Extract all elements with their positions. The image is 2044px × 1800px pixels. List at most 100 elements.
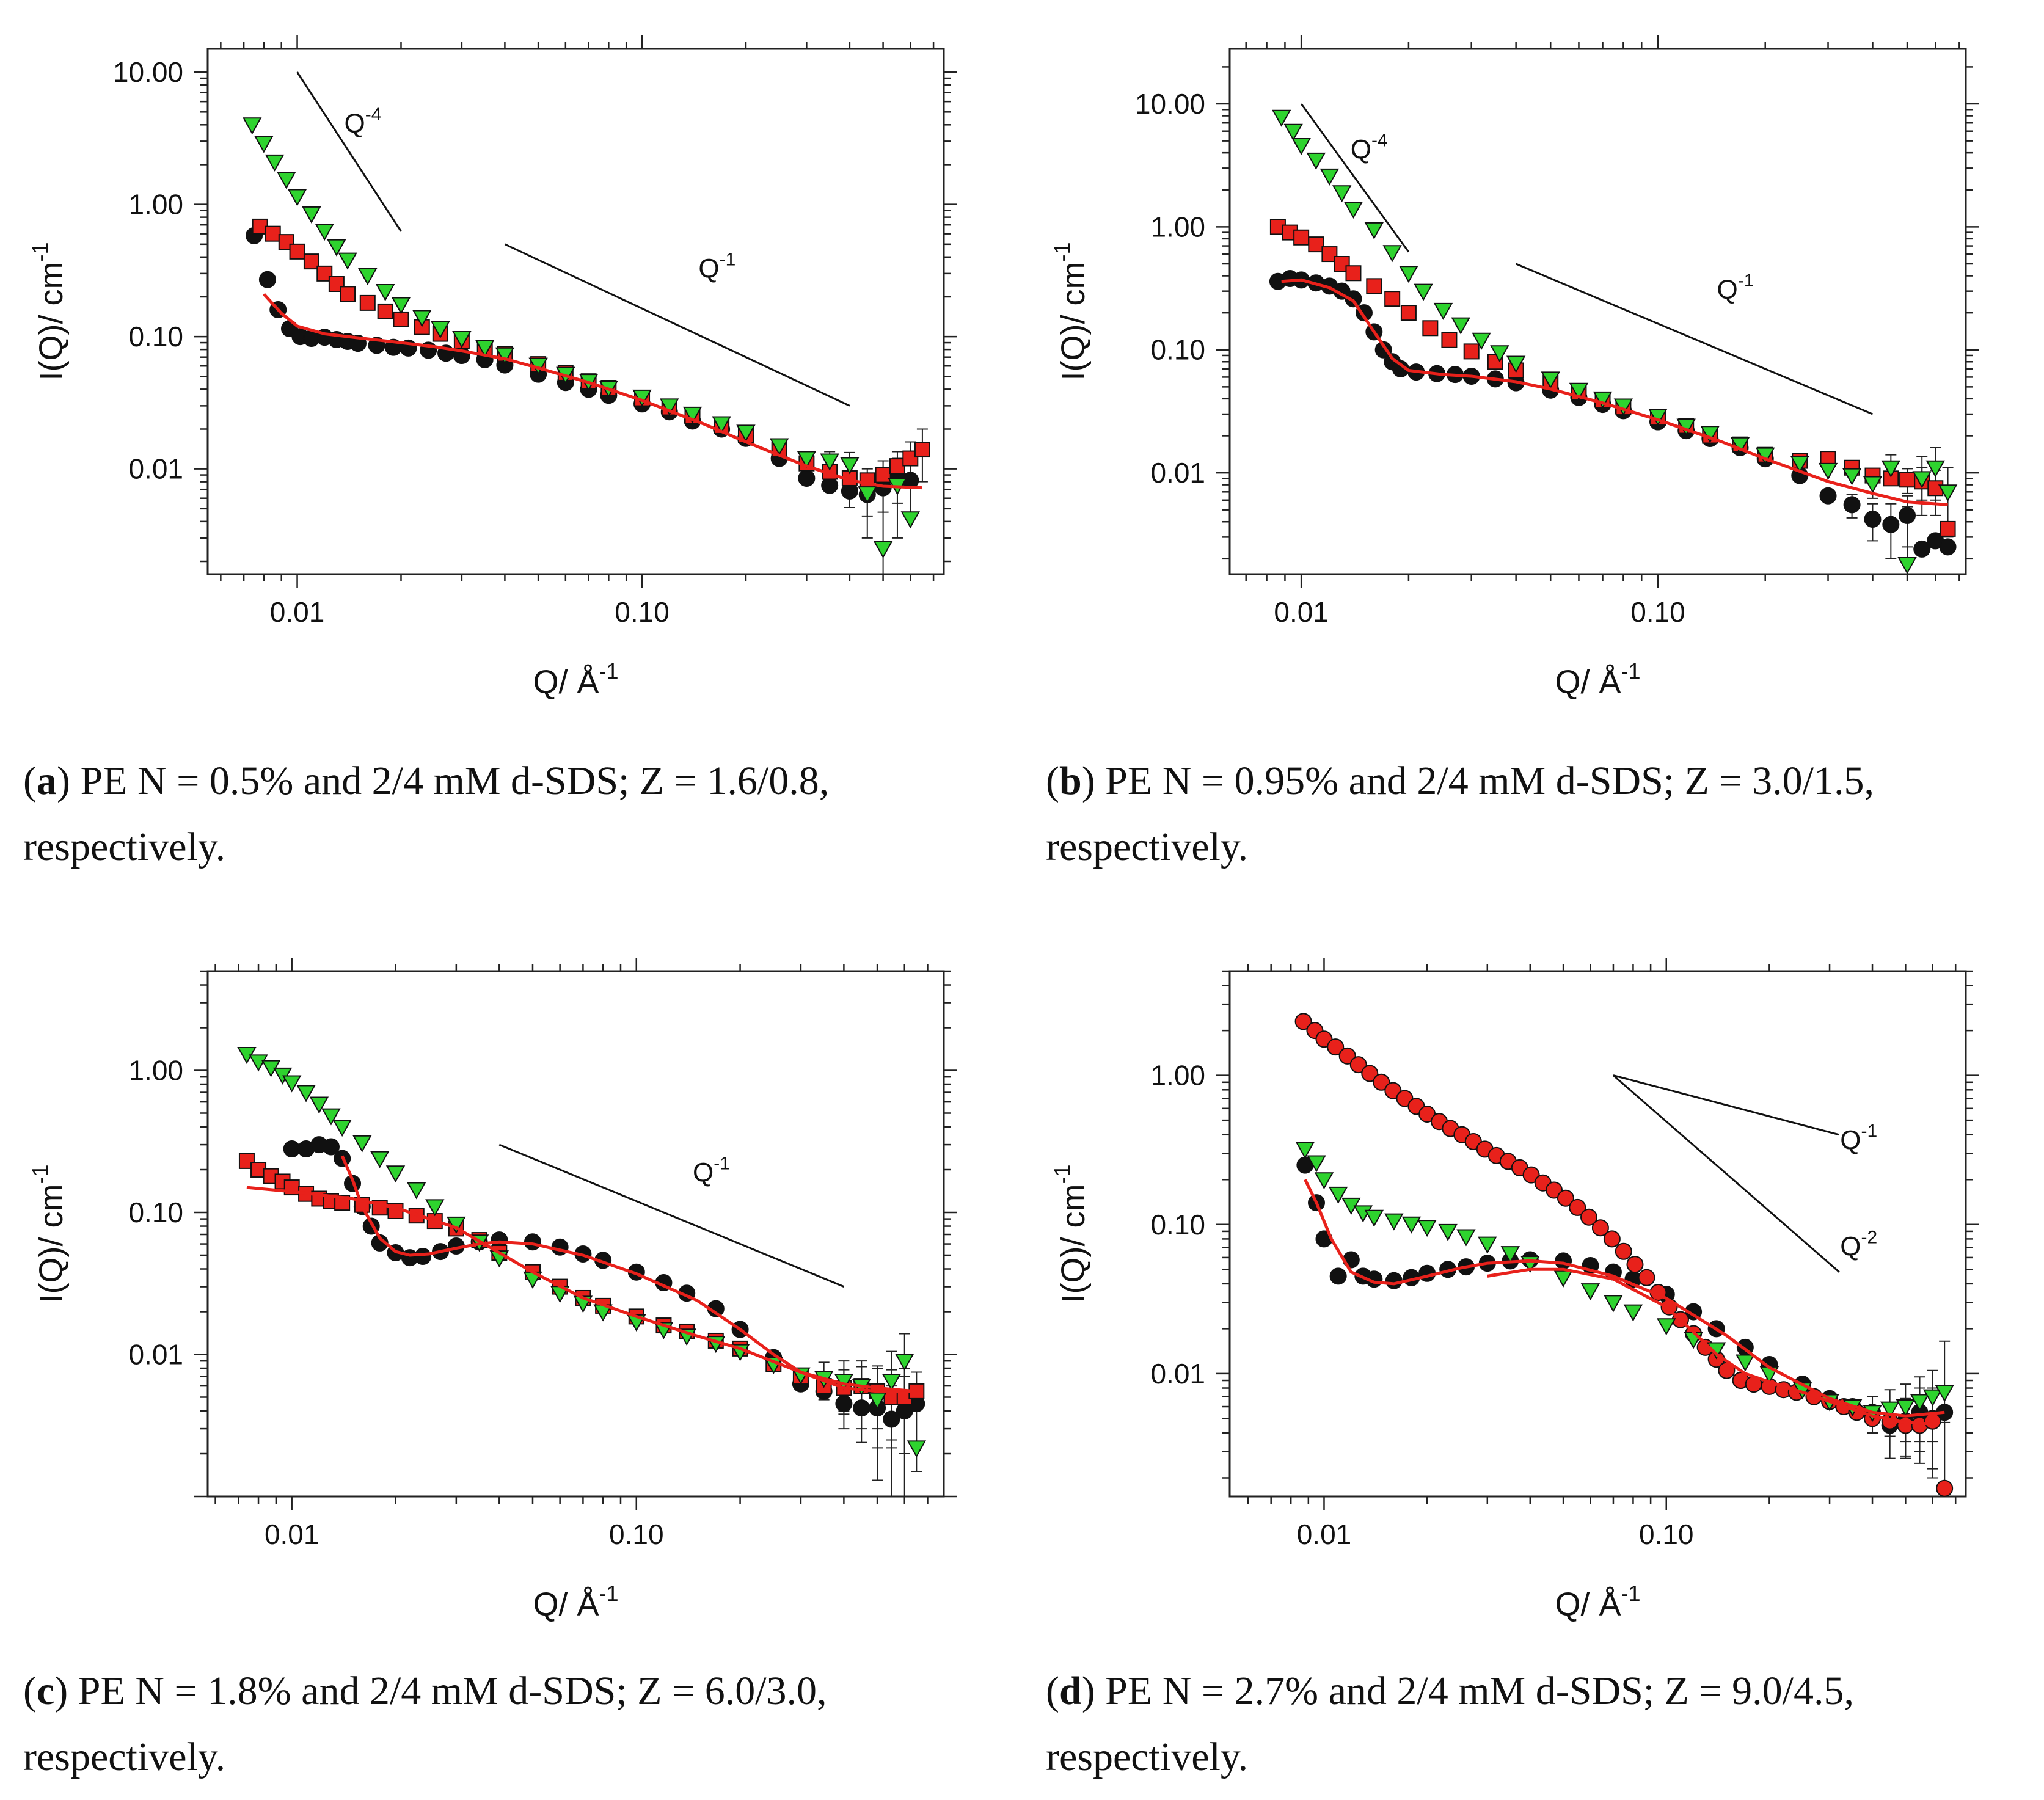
data-point <box>1308 236 1324 253</box>
caption-b: (b) PE N = 0.95% and 2/4 mM d-SDS; Z = 3… <box>1046 759 1874 869</box>
caption-c-letter: c <box>36 1669 55 1713</box>
data-point <box>1373 1073 1390 1091</box>
data-point <box>1385 1272 1403 1289</box>
x-axis-label: Q/ Å-1 <box>1555 658 1640 701</box>
data-point <box>1328 1186 1348 1204</box>
data-point <box>1819 487 1837 505</box>
chart-c: 0.01 0.10 0.01 0.10 1.00 Q/ Å-1 I(Q)/ cm-1 Q-1 <box>27 958 957 1623</box>
data-point <box>821 476 839 494</box>
chart-a: 0.01 0.10 0.01 0.10 1.00 10.00 Q/ Å-1 I(Q)/ cm-… <box>27 35 957 701</box>
x-tick-label: 0.01 <box>1297 1518 1352 1550</box>
data-point <box>840 457 860 475</box>
y-axis-label: I(Q)/ cm-1 <box>1049 1165 1092 1303</box>
data-point <box>895 1354 914 1371</box>
caption-d-letter: d <box>1059 1669 1082 1713</box>
data-point <box>283 1140 301 1158</box>
data-point <box>282 1075 302 1093</box>
y-axis-label-group: I(Q)/ cm-1 <box>27 1165 70 1303</box>
data-point <box>1913 540 1931 558</box>
data-point <box>425 1199 445 1217</box>
y-axis-label-sup: -1 <box>27 1165 53 1184</box>
x-tick-label: 0.10 <box>615 596 670 628</box>
data-point <box>1441 332 1458 348</box>
reference-label: Q-1 <box>1840 1121 1877 1155</box>
data-point <box>377 303 393 319</box>
reference-line <box>504 243 850 407</box>
x-axis-label: Q/ Å-1 <box>533 658 618 701</box>
data-point <box>1897 557 1917 575</box>
plot-frame <box>1228 48 1967 575</box>
data-point <box>1880 1401 1900 1419</box>
reference-label: Q-4 <box>345 104 382 139</box>
data-point <box>1555 1252 1572 1270</box>
data-point <box>1293 229 1310 246</box>
data-point <box>1553 1270 1573 1288</box>
data-point <box>1626 1256 1644 1273</box>
data-point <box>1896 1399 1916 1417</box>
data-point <box>1349 1056 1367 1074</box>
data-point <box>332 1120 352 1137</box>
data-point <box>1451 317 1470 335</box>
axis-ticks <box>1216 35 1979 588</box>
reference-line <box>1613 1074 1840 1136</box>
data-point <box>287 189 307 206</box>
reference-label-sup: -1 <box>1738 271 1754 291</box>
x-tick-label: 0.10 <box>1639 1518 1694 1550</box>
data-point <box>873 541 893 559</box>
series-3 <box>1295 1142 1954 1423</box>
data-point <box>303 253 319 270</box>
data-point <box>258 271 276 288</box>
data-point <box>875 467 891 483</box>
data-point <box>1897 1416 1914 1434</box>
y-tick-label: 1.00 <box>1150 1060 1205 1091</box>
data-point <box>1843 496 1861 514</box>
data-point <box>1329 1267 1347 1285</box>
plot-frame <box>206 48 945 575</box>
data-point <box>254 136 274 153</box>
data-point <box>1700 426 1720 443</box>
data-point <box>414 1248 432 1266</box>
data-point <box>1361 1065 1379 1082</box>
data-point <box>1399 266 1418 283</box>
reference-line <box>498 1143 844 1288</box>
data-point <box>1283 123 1303 141</box>
data-point <box>352 1135 372 1153</box>
data-point <box>1463 343 1480 360</box>
series-2 <box>238 1153 925 1405</box>
data-point <box>1384 291 1401 307</box>
reference-line <box>1612 1074 1840 1273</box>
x-axis-label-sup: -1 <box>1621 658 1641 683</box>
y-tick-label: 0.01 <box>128 1339 183 1371</box>
data-point <box>393 311 409 327</box>
data-point <box>1790 456 1810 473</box>
data-point <box>736 424 756 442</box>
data-point <box>1591 1219 1609 1237</box>
reference-label: Q-4 <box>1351 130 1388 164</box>
y-tick-label: 0.01 <box>1150 1358 1205 1390</box>
data-point <box>682 406 703 424</box>
data-point <box>858 486 877 504</box>
data-point <box>1818 462 1838 480</box>
data-point <box>1580 1208 1597 1226</box>
reference-label-sup: -1 <box>714 1153 730 1173</box>
y-axis-label-group: I(Q)/ cm-1 <box>1049 242 1092 381</box>
data-point <box>407 1182 426 1200</box>
caption-c-text: ) PE N = 1.8% and 2/4 mM d-SDS; Z = 6.0/… <box>23 1669 827 1779</box>
reference-line <box>1300 103 1410 253</box>
x-tick-label: 0.10 <box>1630 596 1685 628</box>
reference-label-sup: -4 <box>1371 130 1388 150</box>
y-axis-label-sup: -1 <box>1049 1165 1075 1184</box>
y-tick-label: 10.00 <box>113 56 183 88</box>
data-point <box>1438 1223 1458 1241</box>
series-1 <box>246 227 919 503</box>
data-point <box>660 398 679 416</box>
data-point <box>1319 168 1340 186</box>
data-point <box>452 331 472 349</box>
data-point <box>495 347 515 365</box>
data-point <box>1881 460 1901 478</box>
y-tick-label: 0.10 <box>1150 1209 1205 1241</box>
y-axis-label: I(Q)/ cm-1 <box>27 1165 70 1303</box>
data-point <box>908 1383 925 1399</box>
data-point <box>277 172 296 189</box>
caption-b-letter: b <box>1059 759 1082 803</box>
